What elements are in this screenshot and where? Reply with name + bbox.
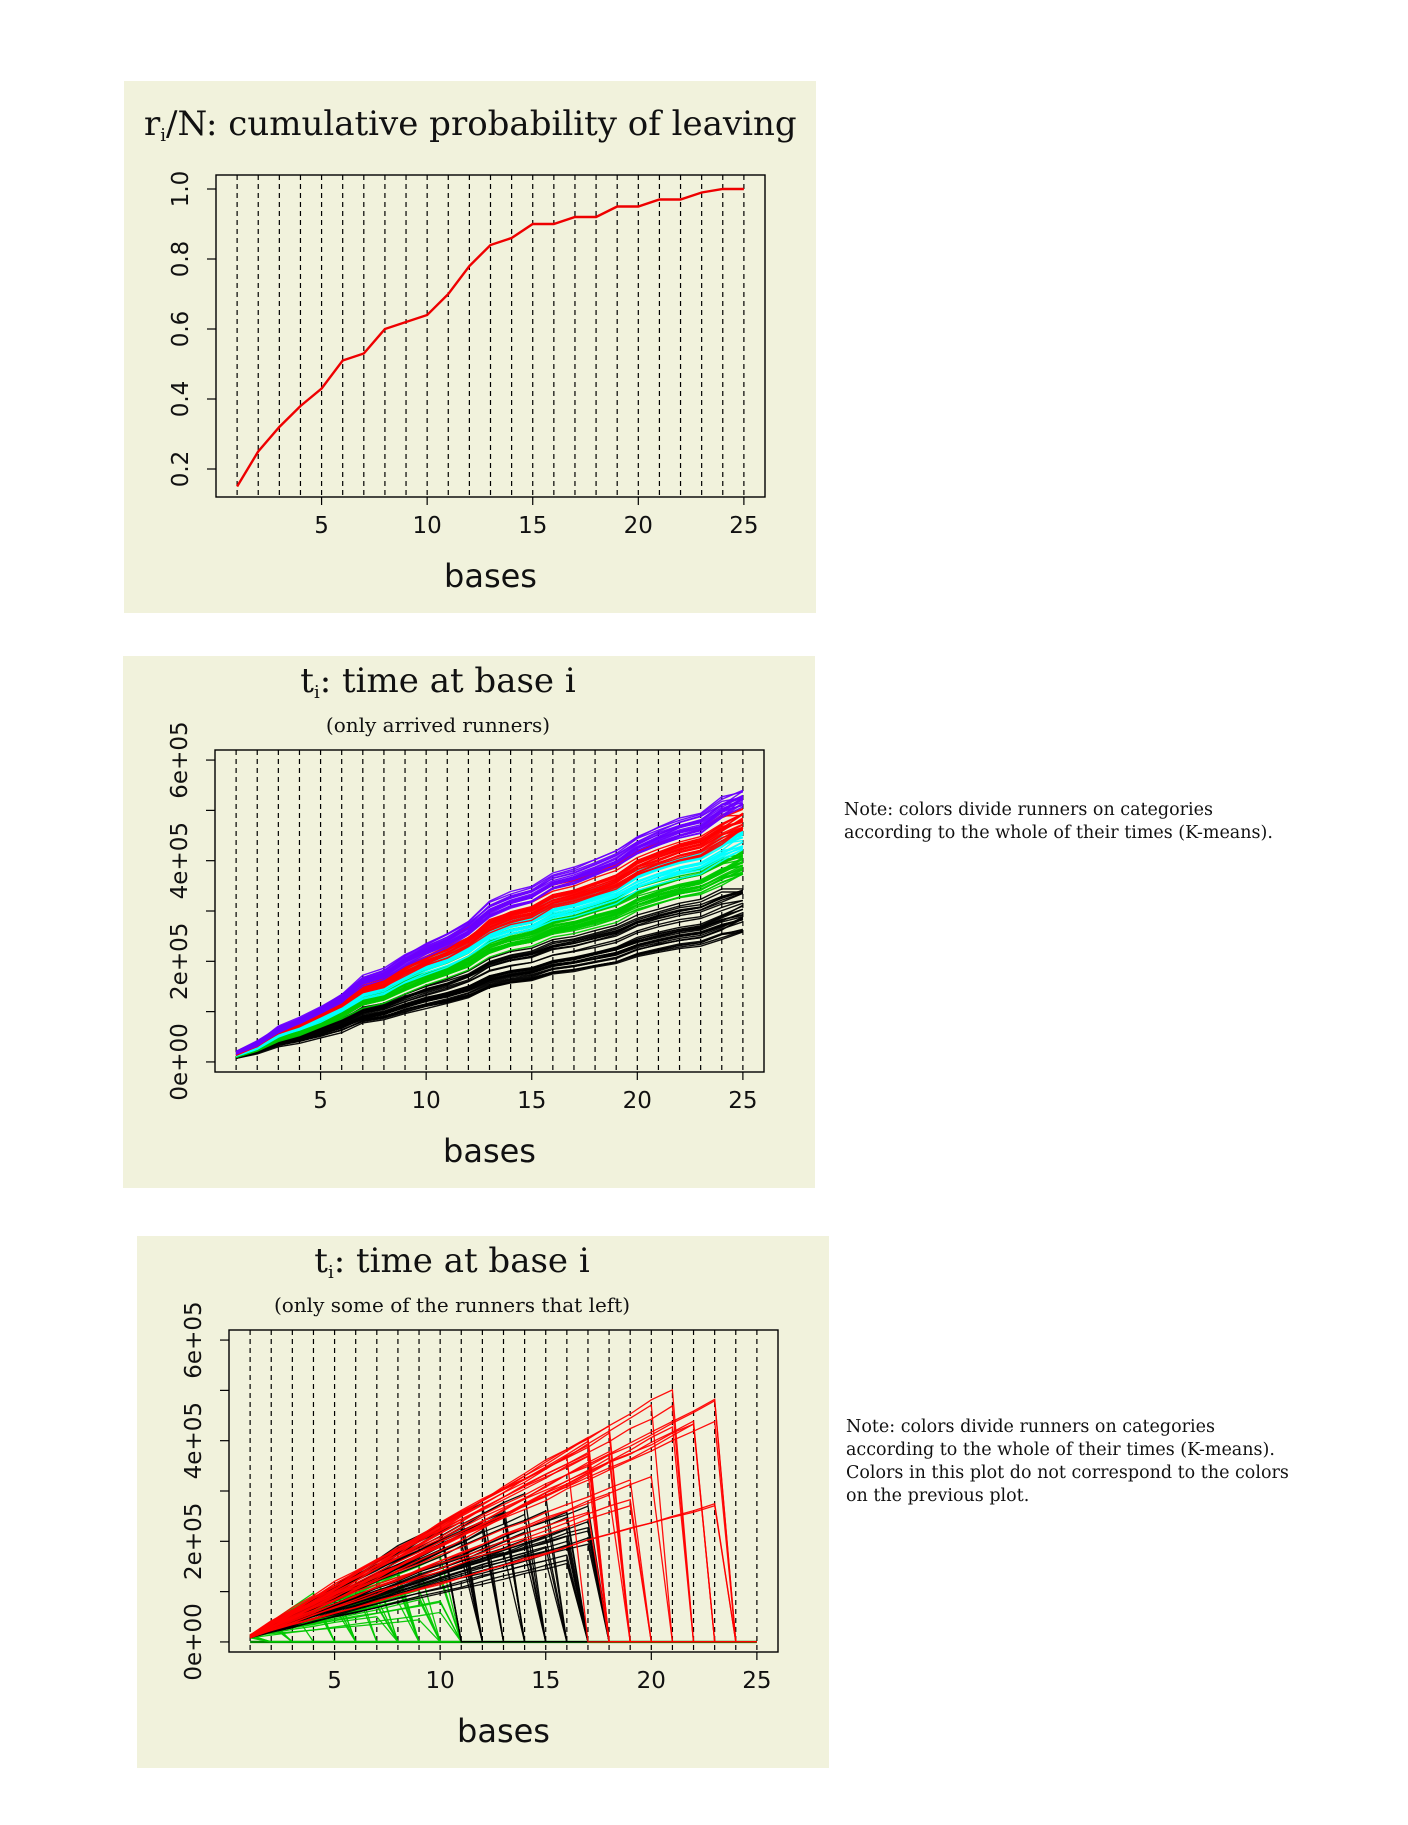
series-line-fastest — [235, 916, 744, 1059]
x-tick-label: 5 — [313, 1088, 328, 1114]
chart-panel-cumulative-probability: ri/N: cumulative probability of leaving 5… — [124, 81, 816, 613]
x-tick-label: 20 — [623, 1088, 652, 1114]
chart-subtitle: (only some of the runners that left) — [274, 1293, 630, 1317]
y-tick-label: 4e+05 — [181, 1402, 207, 1479]
x-tick-label: 15 — [518, 513, 547, 539]
y-tick-label: 0e+00 — [181, 1603, 207, 1680]
series-line-left-late — [249, 1398, 757, 1643]
y-tick-label: 0.8 — [168, 241, 194, 278]
series-line-fastest — [235, 918, 744, 1059]
note-line: on the previous plot. — [846, 1486, 1030, 1506]
x-tick-label: 15 — [517, 1088, 546, 1114]
y-tick-label: 4e+05 — [167, 822, 193, 899]
y-tick-label: 0.2 — [168, 451, 194, 488]
note-line: Note: colors divide runners on categorie… — [844, 800, 1213, 820]
series-line-left-late — [249, 1388, 757, 1643]
x-tick-label: 10 — [426, 1668, 455, 1694]
x-tick-label: 10 — [413, 513, 442, 539]
series-line-slowest — [235, 790, 744, 1055]
x-tick-label: 5 — [314, 513, 329, 539]
note-line: according to the whole of their times (K… — [844, 823, 1273, 843]
note-left-runners: Note: colors divide runners on categorie… — [846, 1416, 1289, 1508]
series-line-left-late — [249, 1450, 757, 1643]
chart-panel-left-runners: ti: time at base i (only some of the runn… — [137, 1236, 829, 1768]
x-tick-label: 25 — [729, 513, 758, 539]
series-line-medium — [235, 845, 744, 1055]
x-tick-label: 25 — [742, 1668, 771, 1694]
y-tick-label: 6e+05 — [181, 1301, 207, 1378]
chart-title: ti: time at base i — [300, 661, 576, 703]
series-line-fast — [235, 871, 744, 1057]
series-line-medium — [235, 848, 744, 1055]
x-tick-label: 25 — [728, 1088, 757, 1114]
y-tick-label: 0e+00 — [167, 1023, 193, 1100]
y-tick-label: 1.0 — [168, 171, 194, 208]
chart-title: ri/N: cumulative probability of leaving — [144, 104, 797, 146]
y-tick-label: 0.6 — [168, 311, 194, 348]
series-line-left-late — [249, 1399, 757, 1643]
series-line-fastest — [235, 929, 744, 1059]
chart-time-at-base-left: ti: time at base i (only some of the runn… — [181, 1241, 779, 1750]
series-line-fastest — [235, 889, 744, 1059]
chart-panel-arrived-runners: ti: time at base i (only arrived runners)… — [123, 656, 815, 1188]
x-axis-label: bases — [443, 1132, 536, 1170]
x-tick-label: 10 — [412, 1088, 441, 1114]
x-tick-label: 15 — [531, 1668, 560, 1694]
note-arrived-runners: Note: colors divide runners on categorie… — [844, 799, 1273, 845]
x-tick-label: 20 — [624, 513, 653, 539]
chart-time-at-base-arrived: ti: time at base i (only arrived runners)… — [167, 661, 765, 1170]
series-line-fast — [235, 868, 744, 1058]
series-line-left-late — [249, 1423, 757, 1643]
series-line-left-late — [249, 1420, 757, 1643]
y-tick-label: 0.4 — [168, 381, 194, 418]
series-line-slowest — [235, 791, 744, 1053]
x-axis-label: bases — [444, 557, 537, 595]
chart-title: ti: time at base i — [314, 1241, 590, 1283]
y-tick-label: 6e+05 — [167, 721, 193, 798]
chart-subtitle: (only arrived runners) — [326, 713, 550, 737]
y-tick-label: 2e+05 — [181, 1503, 207, 1580]
note-line: Note: colors divide runners on categorie… — [846, 1417, 1215, 1437]
series-line-fastest — [235, 891, 744, 1058]
series-line-fastest — [235, 899, 744, 1059]
plot-frame — [215, 174, 766, 498]
series-line-left-late — [249, 1504, 757, 1643]
chart-cumulative-probability: ri/N: cumulative probability of leaving 5… — [144, 104, 797, 595]
y-tick-label: 2e+05 — [167, 923, 193, 1000]
x-tick-label: 5 — [327, 1668, 342, 1694]
x-axis-label: bases — [457, 1712, 550, 1750]
series-line-slow — [235, 827, 744, 1054]
note-line: according to the whole of their times (K… — [846, 1440, 1275, 1460]
x-tick-label: 20 — [637, 1668, 666, 1694]
note-line: Colors in this plot do not correspond to… — [846, 1463, 1289, 1483]
series-line-probability — [236, 187, 744, 488]
